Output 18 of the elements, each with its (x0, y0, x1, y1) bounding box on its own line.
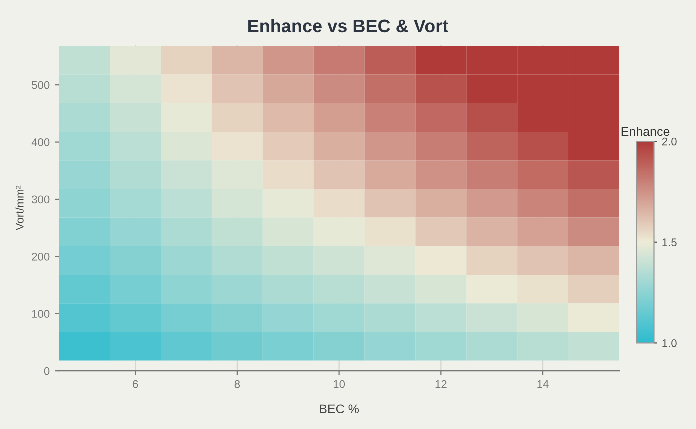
color-bar-label: 1.5 (662, 238, 677, 247)
x-tick-label: 6 (133, 380, 138, 388)
y-tick-label: 200 (32, 252, 50, 261)
y-tick-label: 500 (32, 81, 50, 90)
y-tick-label: 0 (44, 367, 50, 376)
x-tick-label: 12 (436, 380, 447, 388)
y-axis-title: Vort/mm² (16, 186, 24, 231)
color-bar-title: Enhance (622, 126, 670, 136)
x-axis-title: BEC % (320, 404, 359, 414)
color-bar-label: 1.0 (662, 339, 677, 348)
x-tick-label: 14 (538, 380, 549, 388)
y-tick-label: 400 (32, 138, 50, 146)
color-bar-label: 2.0 (662, 138, 677, 146)
x-tick-label: 10 (334, 380, 346, 388)
chart-title: Enhance vs BEC & Vort (248, 19, 448, 33)
x-tick-label: 8 (234, 380, 240, 388)
y-tick-label: 300 (32, 196, 50, 204)
y-tick-label: 100 (32, 310, 50, 318)
